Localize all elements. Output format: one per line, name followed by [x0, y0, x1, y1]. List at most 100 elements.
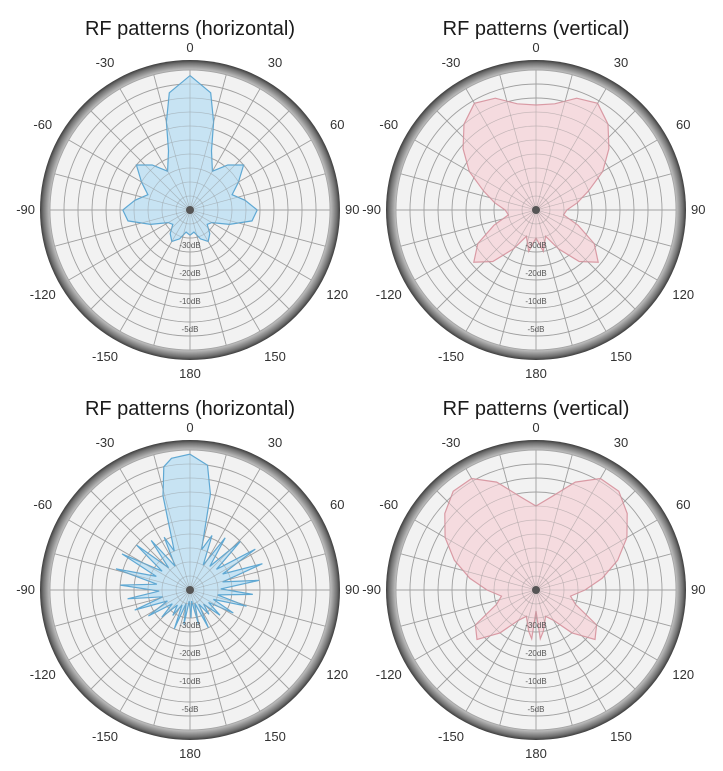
polar-chart-svg: RF patterns (horizontal) -30dB -20dB -10dB -… [16, 398, 359, 761]
angle-tick-label: 60 [330, 497, 344, 512]
grid-ring-overlay [437, 491, 635, 689]
grid-ring-overlay [133, 153, 247, 267]
grid-ring-overlay [479, 533, 593, 647]
grid-ring-overlay [493, 167, 579, 253]
grid-ring-overlay [91, 111, 289, 309]
chart-top-right: RF patterns (vertical) -30dB -20dB -10dB -5d… [356, 5, 716, 390]
angle-tick-label: 90 [691, 202, 705, 217]
angle-tick-label: -90 [362, 582, 381, 597]
angle-tick-label: -60 [33, 497, 52, 512]
angle-tick-label: 30 [268, 435, 282, 450]
chart-bottom-left: RF patterns (horizontal) -30dB -20dB -10dB -… [10, 385, 370, 770]
angle-tick-label: 150 [264, 349, 286, 364]
center-point [186, 206, 194, 214]
angle-tick-label: -30 [442, 55, 461, 70]
ring-label: -30dB [179, 621, 200, 630]
angle-tick-label: -150 [92, 349, 118, 364]
ring-label: -5dB [528, 325, 545, 334]
grid-ring-overlay [423, 477, 649, 703]
ring-label: -5dB [528, 705, 545, 714]
grid-ring-overlay [521, 195, 551, 225]
grid-ring-overlay [133, 533, 247, 647]
angle-tick-label: 60 [330, 117, 344, 132]
ring-label: -20dB [525, 269, 546, 278]
angle-tick-label: 150 [610, 729, 632, 744]
ring-label: -10dB [525, 677, 546, 686]
grid-ring-overlay [63, 83, 317, 337]
angle-tick-label: 150 [264, 729, 286, 744]
angle-tick-label: 180 [525, 746, 547, 761]
grid-ring-overlay [161, 561, 219, 619]
angle-tick-label: 120 [326, 287, 348, 302]
angle-tick-label: -60 [379, 117, 398, 132]
angle-tick-label: -90 [362, 202, 381, 217]
ring-label: -10dB [179, 297, 200, 306]
ring-label: -20dB [525, 649, 546, 658]
angle-tick-label: -120 [376, 287, 402, 302]
grid-ring-overlay [175, 195, 205, 225]
grid-ring-overlay [507, 181, 565, 239]
grid-ring-overlay [119, 139, 261, 281]
angle-tick-label: 120 [672, 287, 694, 302]
angle-tick-label: 0 [532, 40, 539, 55]
chart-title: RF patterns (vertical) [443, 18, 630, 40]
ring-label: -10dB [179, 677, 200, 686]
grid-ring-overlay [77, 477, 303, 703]
angle-tick-label: -150 [438, 349, 464, 364]
polar-chart-svg: RF patterns (vertical) -30dB -20dB -10dB -5d… [362, 18, 705, 381]
angle-tick-label: -30 [96, 55, 115, 70]
grid-ring-overlay [409, 83, 663, 337]
grid-ring-overlay [465, 519, 607, 661]
grid-ring-overlay [105, 125, 275, 295]
grid-ring-overlay [479, 153, 593, 267]
angle-tick-label: -90 [16, 202, 35, 217]
grid-ring-overlay [63, 463, 317, 717]
ring-label: -30dB [525, 241, 546, 250]
angle-tick-label: 180 [179, 746, 201, 761]
angle-tick-label: 120 [672, 667, 694, 682]
angle-tick-label: -120 [30, 287, 56, 302]
polar-chart-svg: RF patterns (horizontal) -30dB -20dB -10dB -… [16, 18, 359, 381]
chart-title: RF patterns (horizontal) [85, 18, 295, 40]
angle-tick-label: 180 [525, 366, 547, 381]
grid-ring-overlay [437, 111, 635, 309]
chart-title: RF patterns (horizontal) [85, 398, 295, 420]
angle-tick-label: -150 [92, 729, 118, 744]
angle-tick-label: 30 [268, 55, 282, 70]
angle-tick-label: -60 [379, 497, 398, 512]
center-point [186, 586, 194, 594]
ring-label: -5dB [182, 325, 199, 334]
angle-tick-label: 150 [610, 349, 632, 364]
ring-label: -20dB [179, 649, 200, 658]
angle-tick-label: -150 [438, 729, 464, 744]
angle-tick-label: 60 [676, 497, 690, 512]
angle-tick-label: 180 [179, 366, 201, 381]
angle-tick-label: -120 [376, 667, 402, 682]
ring-label: -30dB [525, 621, 546, 630]
angle-tick-label: -30 [96, 435, 115, 450]
angle-tick-label: -30 [442, 435, 461, 450]
angle-tick-label: -120 [30, 667, 56, 682]
grid-ring-overlay [451, 125, 621, 295]
grid-ring-overlay [451, 505, 621, 675]
angle-tick-label: 0 [532, 420, 539, 435]
angle-tick-label: 30 [614, 435, 628, 450]
grid-ring-overlay [91, 491, 289, 689]
center-point [532, 206, 540, 214]
angle-tick-label: 30 [614, 55, 628, 70]
angle-tick-label: 120 [326, 667, 348, 682]
center-point [532, 586, 540, 594]
angle-tick-label: -90 [16, 582, 35, 597]
angle-tick-label: 60 [676, 117, 690, 132]
angle-tick-label: 0 [186, 40, 193, 55]
angle-tick-label: -60 [33, 117, 52, 132]
chart-title: RF patterns (vertical) [443, 398, 630, 420]
angle-tick-label: 90 [345, 582, 359, 597]
ring-label: -30dB [179, 241, 200, 250]
grid-ring-overlay [105, 505, 275, 675]
grid-ring-overlay [175, 575, 205, 605]
angle-tick-label: 0 [186, 420, 193, 435]
grid-ring-overlay [465, 139, 607, 281]
angle-tick-label: 90 [345, 202, 359, 217]
